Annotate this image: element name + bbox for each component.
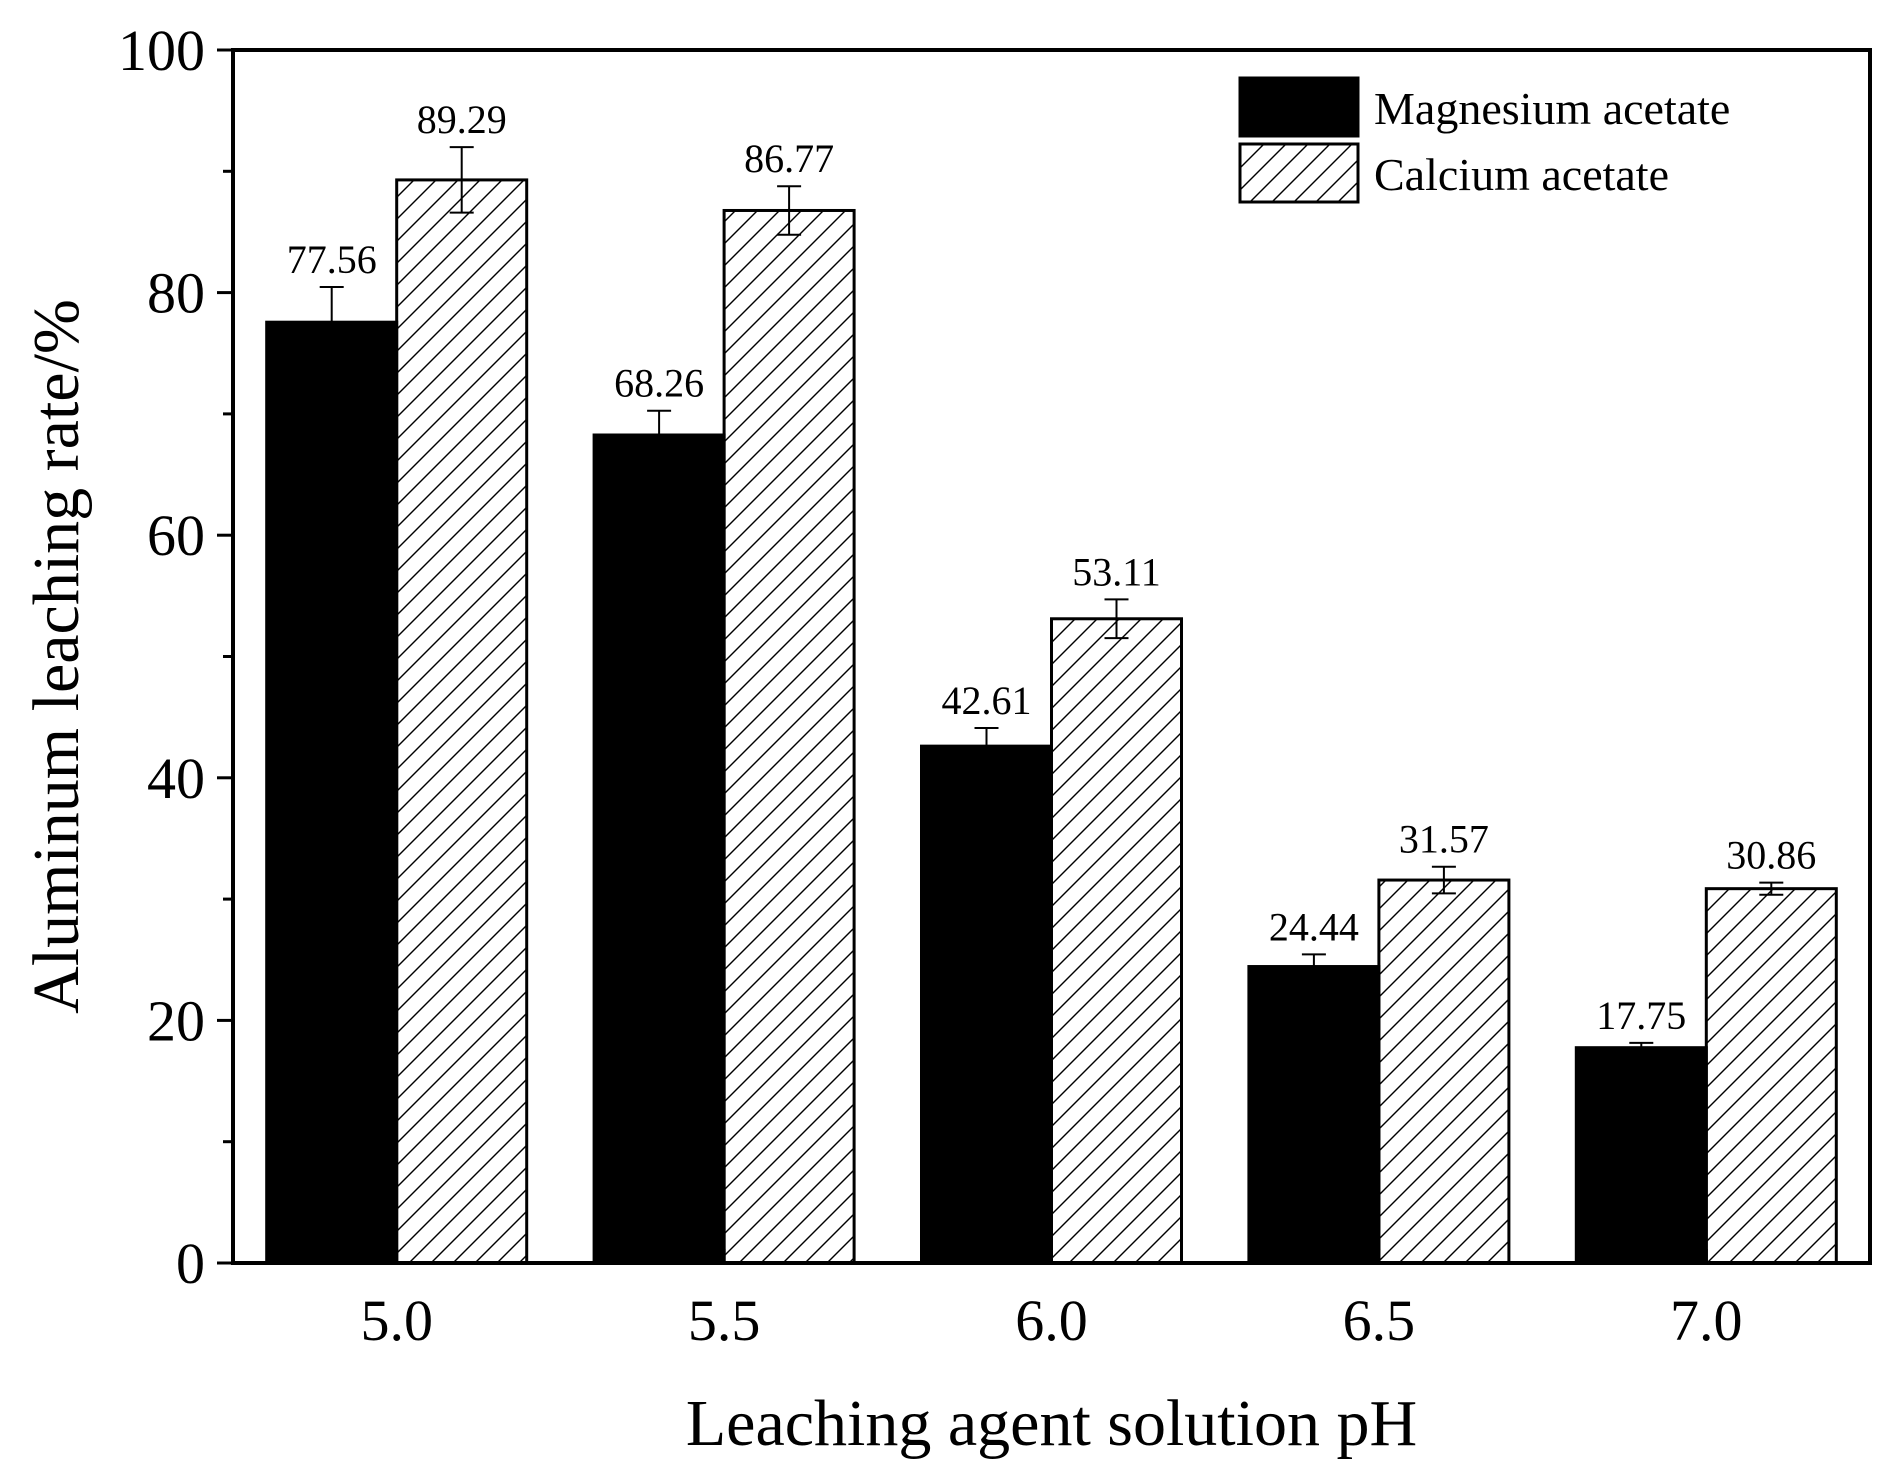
- calcium-acetate-bar-3: [1377, 878, 1511, 1265]
- calcium-acetate-bar-0: [395, 178, 529, 1265]
- magnesium-acetate-bar-0: [265, 320, 399, 1265]
- error-bar: [1629, 1041, 1654, 1054]
- legend-swatch: [1238, 76, 1360, 138]
- x-tick-label: 6.0: [1015, 1288, 1088, 1353]
- y-tick-label: 20: [147, 988, 205, 1053]
- data-label: 77.56: [287, 237, 377, 282]
- magnesium-acetate-bar-4: [1574, 1046, 1708, 1265]
- calcium-acetate-bar-1: [722, 208, 856, 1265]
- error-bar: [974, 726, 999, 766]
- legend-swatch: [1238, 142, 1360, 204]
- error-bar: [647, 409, 672, 461]
- data-label: 17.75: [1596, 993, 1686, 1038]
- legend-label: Magnesium acetate: [1374, 83, 1730, 134]
- y-tick-label: 100: [118, 18, 205, 83]
- y-tick-label: 0: [176, 1231, 205, 1296]
- error-bar: [1759, 881, 1784, 896]
- y-tick-label: 80: [147, 261, 205, 326]
- x-tick-label: 7.0: [1670, 1288, 1743, 1353]
- data-label: 68.26: [614, 361, 704, 406]
- y-tick-label: 60: [147, 503, 205, 568]
- error-bar: [777, 185, 802, 236]
- error-bar: [319, 286, 344, 359]
- data-label: 86.77: [744, 136, 834, 181]
- legend: Magnesium acetate Calcium acetate: [1238, 76, 1730, 204]
- calcium-acetate-bar-4: [1704, 887, 1838, 1265]
- magnesium-acetate-bar-1: [592, 433, 726, 1265]
- x-tick-label: 5.5: [688, 1288, 761, 1353]
- data-label: 42.61: [942, 678, 1032, 723]
- error-bar: [449, 146, 474, 214]
- x-axis-title: Leaching agent solution pH: [686, 1387, 1417, 1460]
- data-label: 89.29: [417, 97, 507, 142]
- x-tick-label: 5.0: [360, 1288, 433, 1353]
- error-bar: [1104, 598, 1129, 640]
- legend-label: Calcium acetate: [1374, 149, 1669, 200]
- data-label: 24.44: [1269, 904, 1359, 949]
- calcium-acetate-bar-2: [1050, 617, 1183, 1265]
- data-label: 30.86: [1726, 833, 1816, 878]
- y-axis-title: Aluminum leaching rate/%: [20, 299, 93, 1014]
- data-label: 53.11: [1072, 549, 1161, 594]
- error-bar: [1431, 865, 1456, 895]
- y-tick-label: 40: [147, 746, 205, 811]
- x-tick-label: 6.5: [1343, 1288, 1416, 1353]
- magnesium-acetate-bar-2: [920, 744, 1053, 1265]
- data-label: 31.57: [1399, 817, 1489, 862]
- error-bar: [1301, 953, 1326, 980]
- magnesium-acetate-bar-3: [1247, 965, 1381, 1265]
